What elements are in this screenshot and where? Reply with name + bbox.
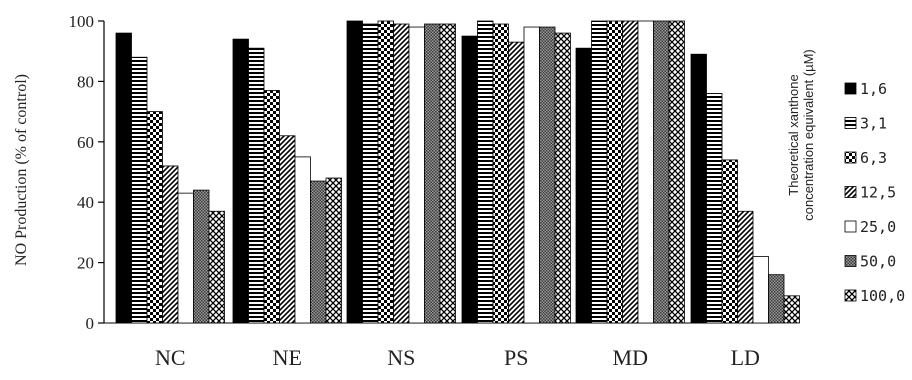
bar-ne-5 <box>310 180 327 324</box>
bar-ns-1 <box>362 23 379 324</box>
legend-swatch <box>844 220 857 233</box>
bar-ld-4 <box>752 256 769 324</box>
bar-ld-2 <box>721 159 738 324</box>
y-tick-label: 80 <box>77 72 94 91</box>
bar-ne-4 <box>294 156 311 324</box>
bar-ps-2 <box>492 23 509 324</box>
bar-ps-1 <box>477 20 494 324</box>
y-tick-label: 60 <box>77 133 94 152</box>
bar-ns-4 <box>408 26 425 324</box>
category-label-md: MD <box>613 345 648 370</box>
bar-ps-0 <box>461 35 478 324</box>
bar-ne-0 <box>232 38 249 324</box>
category-label-ld: LD <box>731 345 760 370</box>
legend-label: 3,1 <box>860 115 887 133</box>
legend-swatch <box>844 82 857 95</box>
bar-ns-3 <box>393 23 410 324</box>
bar-md-4 <box>637 20 654 324</box>
bar-nc-6 <box>208 210 225 324</box>
bar-ps-4 <box>523 26 540 324</box>
legend-label: 1,6 <box>860 80 887 98</box>
bar-md-3 <box>622 20 639 324</box>
bar-nc-1 <box>131 56 148 324</box>
bar-nc-2 <box>146 111 163 324</box>
bar-ps-6 <box>554 32 571 324</box>
bar-md-0 <box>575 47 592 324</box>
bar-nc-0 <box>115 32 132 324</box>
legend-title-line: concentration equivalent (µM) <box>801 49 816 221</box>
bar-ne-6 <box>325 177 342 324</box>
bar-ps-5 <box>539 26 556 324</box>
legend-label: 12,5 <box>860 184 896 202</box>
legend-title: Theoretical xanthone concentration equiva… <box>786 49 816 221</box>
y-tick-label: 100 <box>69 12 95 31</box>
category-label-nc: NC <box>155 345 186 370</box>
bar-ne-3 <box>279 135 296 324</box>
category-labels: NC NE NS PS MD LD <box>155 345 760 370</box>
legend-label: 6,3 <box>860 149 887 167</box>
bar-nc-4 <box>177 192 194 324</box>
legend-swatch <box>844 289 857 302</box>
legend-swatch <box>844 186 857 198</box>
bar-ld-3 <box>737 210 754 324</box>
legend-label: 50,0 <box>860 253 896 271</box>
legend-swatch <box>844 117 857 129</box>
y-tick-label: 40 <box>77 193 94 212</box>
legend-swatch <box>844 255 857 267</box>
y-tick-label: 20 <box>77 254 94 273</box>
legend-swatch <box>844 151 857 164</box>
bar-md-2 <box>606 20 623 324</box>
bar-ps-3 <box>508 41 525 324</box>
category-label-ps: PS <box>504 345 528 370</box>
y-axis-title: NO Production (% of control) <box>13 74 30 266</box>
bar-md-6 <box>668 20 685 324</box>
bar-ns-6 <box>439 23 456 324</box>
bar-ne-2 <box>263 90 280 324</box>
legend: 1,6 3,1 6,3 12,5 25,0 50,0 100,0 <box>844 80 905 305</box>
bar-nc-5 <box>193 189 210 324</box>
bar-md-1 <box>591 20 608 324</box>
bar-ne-1 <box>248 47 265 324</box>
bar-ns-0 <box>346 20 363 324</box>
legend-label: 100,0 <box>860 287 905 305</box>
category-label-ne: NE <box>273 345 302 370</box>
bar-md-5 <box>653 20 670 324</box>
bar-ns-5 <box>424 23 441 324</box>
bar-ld-6 <box>783 295 800 324</box>
category-label-ns: NS <box>387 345 415 370</box>
bars <box>115 20 800 324</box>
bar-nc-3 <box>162 165 179 324</box>
bar-ns-2 <box>377 20 394 324</box>
bar-ld-0 <box>690 53 707 324</box>
bar-ld-5 <box>768 274 785 324</box>
y-tick-label: 0 <box>86 314 95 333</box>
legend-label: 25,0 <box>860 218 896 236</box>
bar-ld-1 <box>706 93 723 324</box>
legend-title-line: Theoretical xanthone <box>786 74 801 195</box>
